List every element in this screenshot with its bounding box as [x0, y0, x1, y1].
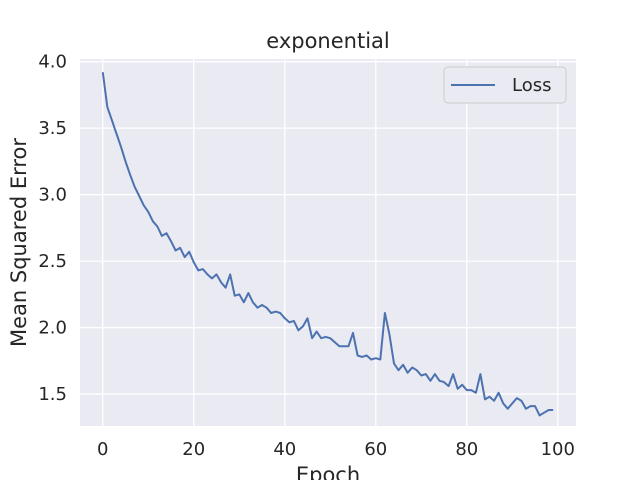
y-tick-label: 3.0: [38, 185, 67, 206]
legend: Loss: [443, 66, 567, 104]
y-tick-label: 3.5: [38, 118, 67, 139]
chart-title: exponential: [266, 29, 389, 53]
legend-label: Loss: [512, 75, 551, 96]
y-tick-label: 2.0: [38, 318, 67, 339]
legend-box: [443, 66, 567, 104]
y-tick-label: 4.0: [38, 52, 67, 73]
y-axis-label: Mean Squared Error: [7, 138, 31, 347]
x-tick-labels: 0 20 40 60 80 100: [97, 439, 575, 460]
x-tick-label: 80: [455, 439, 478, 460]
series-line: [101, 72, 554, 417]
series-layer: [101, 72, 554, 417]
x-tick-label: 40: [273, 439, 296, 460]
x-tick-label: 20: [182, 439, 205, 460]
plot-area: [80, 59, 576, 426]
x-tick-label: 0: [97, 439, 108, 460]
x-tick-label: 100: [541, 439, 575, 460]
y-tick-labels: 1.5 2.0 2.5 3.0 3.5 4.0: [38, 52, 67, 405]
x-tick-label: 60: [364, 439, 387, 460]
x-axis-label: Epoch: [296, 463, 360, 480]
y-tick-label: 2.5: [38, 251, 67, 272]
grid: [80, 59, 576, 426]
y-tick-label: 1.5: [38, 384, 67, 405]
